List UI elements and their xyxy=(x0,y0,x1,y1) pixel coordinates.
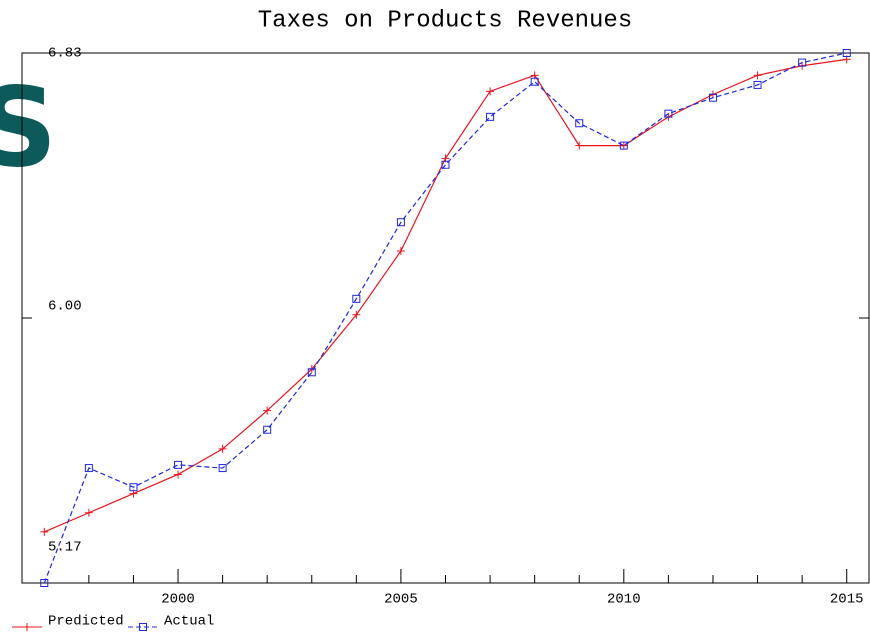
x-tick-label: 2005 xyxy=(384,592,418,608)
point-marker xyxy=(619,141,628,150)
point-marker xyxy=(753,71,762,80)
x-tick-label: 2010 xyxy=(607,592,641,608)
point-marker xyxy=(84,508,93,517)
point-marker xyxy=(441,160,450,169)
point-marker xyxy=(575,119,584,128)
point-marker xyxy=(486,87,495,96)
point-marker xyxy=(174,460,183,469)
point-marker xyxy=(753,80,762,89)
chart-title: Taxes on Products Revenues xyxy=(258,7,632,34)
x-tick-label: 2015 xyxy=(830,592,864,608)
point-marker xyxy=(798,58,807,67)
point-marker xyxy=(40,579,49,587)
point-marker xyxy=(307,368,316,377)
legend-marker xyxy=(139,623,147,631)
point-marker xyxy=(842,49,851,57)
point-marker xyxy=(129,483,138,492)
point-marker xyxy=(352,310,361,319)
x-tick-label: 2000 xyxy=(161,592,195,608)
y-tick-label: 5.17 xyxy=(48,540,82,556)
point-marker xyxy=(263,406,272,415)
y-tick-label: 6.00 xyxy=(48,299,82,315)
point-marker xyxy=(664,109,673,118)
logo-fragment: S xyxy=(0,63,57,191)
point-marker xyxy=(263,425,272,434)
series-line xyxy=(44,58,847,533)
point-marker xyxy=(619,141,628,150)
point-marker xyxy=(84,464,93,473)
legend-label: Predicted xyxy=(48,614,124,630)
point-marker xyxy=(396,218,405,227)
point-marker xyxy=(396,246,405,255)
plot-frame xyxy=(21,52,870,584)
point-marker xyxy=(530,77,539,86)
point-marker xyxy=(352,294,361,303)
point-marker xyxy=(575,141,584,150)
legend-marker xyxy=(23,623,31,631)
point-marker xyxy=(708,93,717,102)
point-marker xyxy=(40,527,49,536)
point-marker xyxy=(218,444,227,453)
point-marker xyxy=(174,470,183,479)
legend-label: Actual xyxy=(164,614,214,630)
series-line xyxy=(43,52,847,584)
point-marker xyxy=(218,464,227,473)
point-marker xyxy=(486,112,495,121)
y-tick-label: 6.83 xyxy=(48,46,82,62)
